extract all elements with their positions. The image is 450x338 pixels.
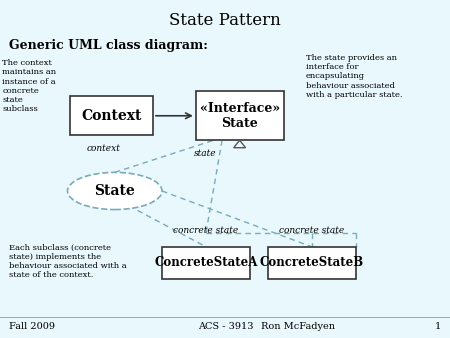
Text: The context
maintains an
instance of a
concrete
state
subclass: The context maintains an instance of a c… [2,59,56,113]
Text: Each subclass (concrete
state) implements the
behaviour associated with a
state : Each subclass (concrete state) implement… [9,243,126,279]
Text: Context: Context [81,109,142,123]
Text: Ron McFadyen: Ron McFadyen [261,322,335,331]
Text: concrete state: concrete state [173,226,238,235]
FancyBboxPatch shape [268,247,356,279]
Text: ConcreteStateA: ConcreteStateA [154,256,257,269]
Text: state: state [194,149,216,158]
Text: «Interface»
State: «Interface» State [199,102,280,130]
Text: 1: 1 [435,322,441,331]
FancyBboxPatch shape [70,96,153,135]
Text: concrete state: concrete state [279,226,344,235]
Text: Fall 2009: Fall 2009 [9,322,55,331]
Text: State: State [94,184,135,198]
Text: ACS - 3913: ACS - 3913 [198,322,253,331]
Text: Generic UML class diagram:: Generic UML class diagram: [9,39,208,52]
Text: context: context [86,144,120,153]
Text: ConcreteStateB: ConcreteStateB [260,256,364,269]
FancyBboxPatch shape [162,247,250,279]
Text: State Pattern: State Pattern [169,12,281,29]
FancyBboxPatch shape [196,91,284,140]
Ellipse shape [68,172,162,210]
Text: The state provides an
interface for
encapsulating
behaviour associated
with a pa: The state provides an interface for enca… [306,54,402,99]
